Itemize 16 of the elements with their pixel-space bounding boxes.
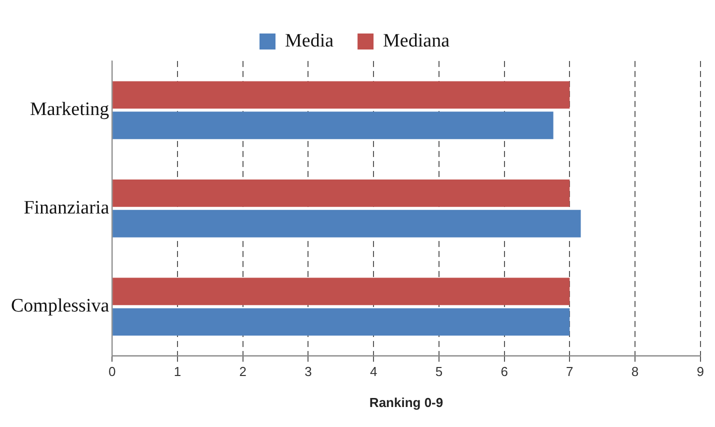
x-tick-label: 7 — [566, 364, 574, 380]
x-tick-label: 8 — [631, 364, 639, 380]
x-tick-label: 5 — [435, 364, 443, 380]
legend-label: Mediana — [383, 30, 450, 52]
x-tick-label: 1 — [174, 364, 182, 380]
y-tick-label: Complessiva — [10, 296, 110, 317]
y-tick-label: Finanziaria — [24, 197, 110, 218]
x-tick-label: 3 — [304, 364, 312, 380]
x-tick-label: 2 — [239, 364, 246, 380]
legend-label: Media — [284, 30, 334, 52]
x-axis-title: Ranking 0-9 — [369, 394, 444, 410]
x-tick-label: 4 — [370, 364, 378, 380]
y-tick-label: Marketing — [30, 99, 110, 120]
x-tick-label: 9 — [696, 364, 704, 380]
x-tick-label: 0 — [108, 364, 116, 380]
x-tick-label: 6 — [500, 364, 508, 380]
